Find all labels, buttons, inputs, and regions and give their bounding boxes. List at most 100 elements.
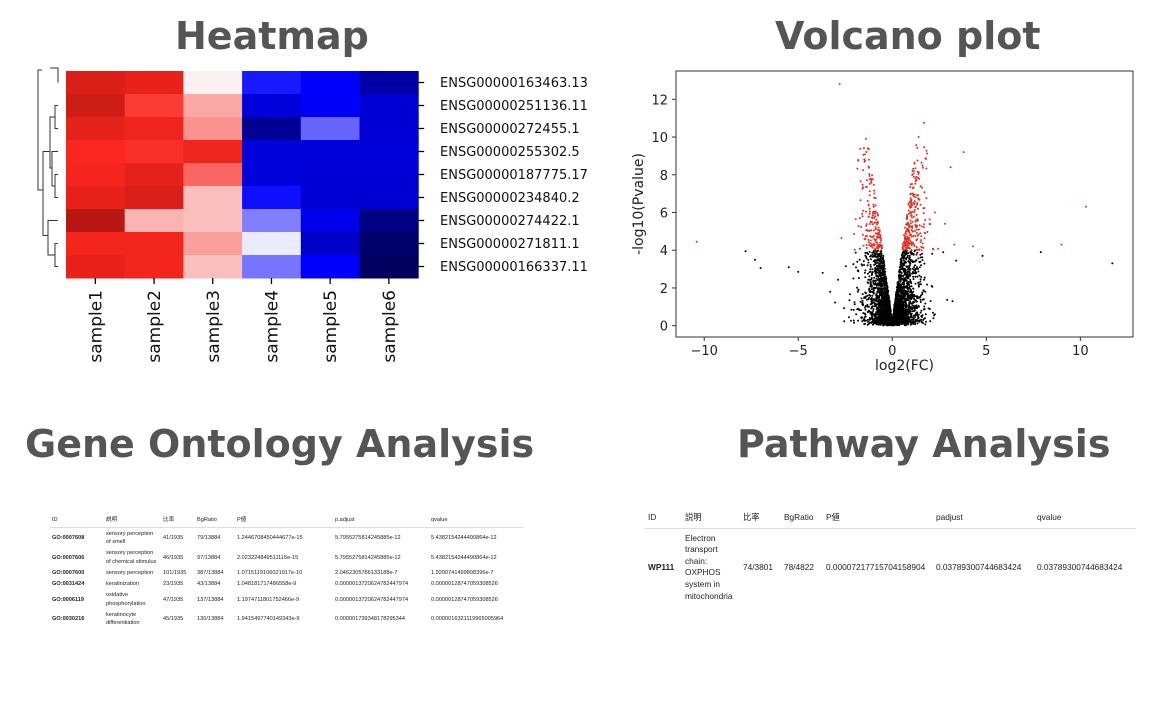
volcano-point [909,212,912,215]
volcano-point [882,281,885,284]
volcano-point [906,281,909,284]
volcano-point [882,268,885,271]
volcano-point [853,303,856,306]
volcano-point [919,253,922,256]
volcano-point [856,167,859,170]
heatmap-cell [359,209,419,233]
row-label: ENSG00000163463.13 [440,76,588,91]
volcano-point [1060,243,1063,246]
volcano-point [873,196,876,199]
volcano-point [909,258,911,261]
volcano-point [914,264,916,267]
heatmap-cell [66,163,126,187]
volcano-point [873,244,876,247]
volcano-point [899,297,902,300]
dendrogram-branch [37,69,43,191]
heatmap-cell [66,117,126,141]
volcano-point [871,323,874,326]
volcano-point [868,182,871,185]
volcano-point [860,316,863,319]
volcano-point [921,256,924,259]
volcano-point [908,226,910,228]
volcano-point [920,249,923,252]
volcano-point [857,307,860,310]
volcano-point [873,189,876,192]
volcano-point [870,245,873,248]
volcano-point [923,276,926,279]
volcano-point [916,146,919,149]
volcano-point [909,281,912,283]
volcano-point [859,147,862,150]
volcano-point [904,299,907,302]
volcano-point [864,322,866,325]
volcano-point [922,319,925,321]
volcano-point [911,216,913,219]
go-table-cell: GO:0007606 [52,554,85,561]
volcano-point [903,296,905,299]
go-table-cell: 46/1935 [163,554,184,561]
volcano-point [880,259,883,262]
volcano-point [912,215,915,218]
volcano-point [875,322,878,325]
volcano-point [900,313,903,316]
volcano-point [754,258,756,261]
volcano-point [907,319,910,321]
go-table-cell: 1.2446708450444677e-15 [237,535,303,541]
heatmap-cell [359,186,419,210]
go-table-cell: GO:0030216 [52,616,85,623]
volcano-point [917,304,920,307]
pathway-table-cell: 74/3801 [743,561,773,572]
volcano-point [870,181,873,184]
volcano-point [887,299,889,302]
volcano-point [903,264,906,267]
volcano-point [925,197,928,200]
volcano-point [843,320,846,323]
volcano-point [925,167,928,170]
heatmap-cell [66,255,126,279]
volcano-point [875,306,878,309]
volcano-point [898,296,901,299]
volcano-point [885,309,888,312]
col-label: sample3 [204,290,224,363]
volcano-point [925,320,927,323]
volcano-point [925,149,928,152]
heatmap-cell [183,186,243,210]
volcano-point [915,266,918,269]
volcano-point [931,247,934,250]
volcano-point [887,319,890,322]
volcano-point [921,259,924,262]
volcano-point [901,288,904,291]
volcano-point [888,322,891,325]
volcano-point [879,241,882,244]
volcano-point [884,310,887,313]
volcano-point [913,209,916,211]
volcano-point [899,268,901,271]
volcano-point [933,211,936,214]
volcano-point [920,320,923,323]
volcano-point [881,261,883,264]
volcano-point [857,288,860,291]
volcano-point [865,186,867,188]
volcano-point [897,306,900,309]
volcano-point [904,308,906,311]
volcano-point [907,252,910,255]
volcano-point [884,296,887,299]
volcano-point [886,295,889,298]
volcano-point [871,246,874,249]
heatmap-cell [66,71,126,95]
volcano-point [904,253,907,256]
volcano-point [886,304,889,307]
volcano-point [921,166,924,169]
volcano-point [919,311,922,314]
volcano-point [893,315,896,318]
volcano-point [873,283,876,286]
volcano-point [915,300,918,303]
go-table-cell: 101/1935 [163,569,187,576]
volcano-point [921,293,924,296]
go-table-cell: 0.0000012874705930852​6 [431,596,498,603]
volcano-point [913,307,916,310]
go-table-cell: GO:0006119 [52,596,85,603]
volcano-point [877,309,880,312]
volcano-point [913,310,916,312]
volcano-point [880,310,883,313]
